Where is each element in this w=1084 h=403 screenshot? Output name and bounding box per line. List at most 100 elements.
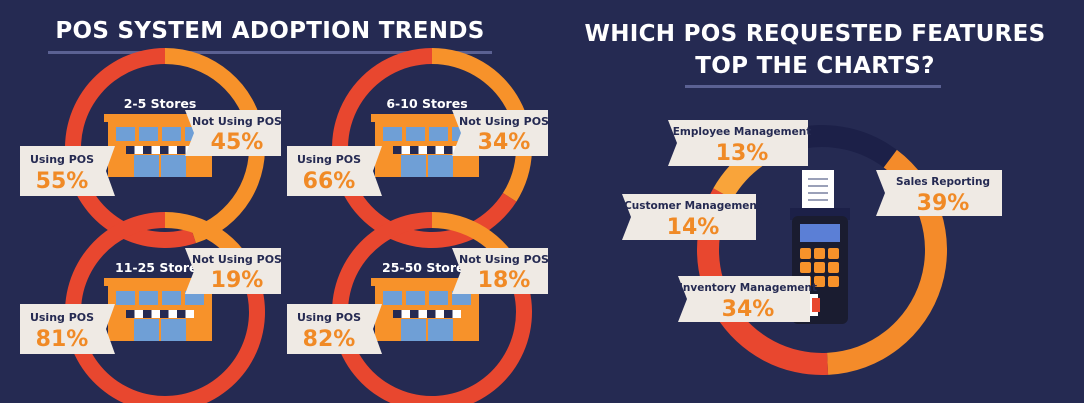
store-awning-stripe	[126, 310, 135, 318]
terminal-key	[814, 276, 825, 287]
store-size-label: 25-50 Stores	[382, 260, 472, 275]
features-chart: Employee Management 13% Sales Reporting 39%…	[622, 120, 1002, 375]
store-window	[139, 291, 158, 305]
store-awning-stripe	[177, 146, 186, 154]
not-using-pos-percent: 18%	[478, 268, 531, 293]
store-size-label: 11-25 Stores	[115, 260, 205, 275]
using-pos-label: Using POS	[30, 311, 94, 324]
left-title-underline	[48, 51, 492, 54]
receipt-line	[808, 192, 828, 194]
using-pos-tag	[20, 146, 115, 196]
not-using-pos-percent: 45%	[211, 130, 264, 155]
using-pos-tag	[287, 304, 382, 354]
not-using-pos-label: Not Using POS	[459, 253, 549, 266]
terminal-key	[800, 262, 811, 273]
not-using-pos-label: Not Using POS	[459, 115, 549, 128]
store-awning-stripe	[143, 146, 152, 154]
store-window	[406, 127, 425, 141]
store-awning-stripe	[418, 310, 427, 318]
store-awning-stripe	[401, 146, 410, 154]
store-size-label: 2-5 Stores	[124, 96, 197, 111]
store-awning-stripe	[410, 310, 419, 318]
feature-tag	[668, 120, 808, 166]
store-chart-3: 11-25 Stores Using POS 81% Not Using POS 19%	[20, 212, 282, 403]
terminal-screen	[800, 224, 840, 242]
store-awning-stripe	[168, 310, 177, 318]
store-door-divider	[159, 155, 161, 177]
feature-label: Inventory Management	[679, 282, 817, 294]
not-using-pos-percent: 34%	[478, 130, 531, 155]
not-using-pos-tag	[185, 110, 281, 156]
store-window	[429, 127, 448, 141]
store-awning-stripe	[444, 310, 453, 318]
not-using-pos-label: Not Using POS	[192, 253, 282, 266]
store-chart-1: 2-5 Stores Using POS 55% Not Using POS 45%	[20, 48, 282, 249]
right-title: WHICH POS REQUESTED FEATURES TOP THE CHA…	[570, 18, 1060, 82]
store-awning-stripe	[410, 146, 419, 154]
store-window	[383, 291, 402, 305]
store-door-divider	[426, 155, 428, 177]
using-pos-percent: 82%	[303, 327, 356, 352]
terminal-key	[828, 276, 839, 287]
receipt-line	[808, 199, 828, 201]
store-awning-stripe	[168, 146, 177, 154]
using-pos-percent: 66%	[303, 169, 356, 194]
store-awning-stripe	[393, 310, 402, 318]
store-awning-stripe	[134, 310, 143, 318]
store-awning-stripe	[435, 146, 444, 154]
terminal-card-chip	[812, 298, 820, 312]
store-awning-stripe	[143, 310, 152, 318]
feature-percent: 13%	[716, 141, 769, 166]
store-window	[139, 127, 158, 141]
using-pos-percent: 81%	[36, 327, 89, 352]
store-awning-stripe	[151, 310, 160, 318]
store-roof	[371, 278, 483, 286]
not-using-pos-slice	[432, 48, 532, 202]
store-door-divider	[159, 319, 161, 341]
receipt-paper	[802, 170, 834, 212]
feature-percent: 39%	[917, 191, 970, 216]
store-size-label: 6-10 Stores	[386, 96, 467, 111]
store-awning-stripe	[401, 310, 410, 318]
store-awning-stripe	[418, 146, 427, 154]
store-awning-stripe	[160, 146, 169, 154]
store-awning-stripe	[160, 310, 169, 318]
feature-percent: 34%	[722, 297, 775, 322]
feature-label: Sales Reporting	[896, 176, 990, 188]
store-awning-stripe	[427, 310, 436, 318]
using-pos-label: Using POS	[30, 153, 94, 166]
not-using-pos-tag	[452, 110, 548, 156]
store-chart-2: 6-10 Stores Using POS 66% Not Using POS 34%	[287, 48, 549, 249]
feature-tag	[876, 170, 1002, 216]
right-title-line-1: WHICH POS REQUESTED FEATURES	[584, 21, 1046, 47]
store-chart-4: 25-50 Stores Using POS 82% Not Using POS 18%	[287, 212, 549, 403]
feature-tag	[622, 194, 756, 240]
feature-tag	[678, 276, 810, 322]
store-awning-stripe	[134, 146, 143, 154]
store-awning-stripe	[393, 146, 402, 154]
terminal-key	[814, 262, 825, 273]
using-pos-label: Using POS	[297, 153, 361, 166]
store-awning-stripe	[452, 310, 461, 318]
not-using-pos-tag	[452, 248, 548, 294]
receipt-line	[808, 178, 828, 180]
store-window	[429, 291, 448, 305]
store-awning-stripe	[177, 310, 186, 318]
using-pos-label: Using POS	[297, 311, 361, 324]
store-window	[383, 127, 402, 141]
store-window	[452, 291, 471, 305]
not-using-pos-label: Not Using POS	[192, 115, 282, 128]
store-awning-stripe	[435, 310, 444, 318]
receipt-line	[808, 185, 828, 187]
feature-percent: 14%	[667, 215, 720, 240]
feature-slice-inventory-management	[697, 188, 829, 375]
store-awning-stripe	[444, 146, 453, 154]
store-roof	[104, 278, 216, 286]
store-window	[116, 127, 135, 141]
store-window	[406, 291, 425, 305]
left-title: POS SYSTEM ADOPTION TRENDS	[55, 18, 485, 44]
feature-slice-employee-management	[800, 125, 897, 168]
using-pos-tag	[20, 304, 115, 354]
store-window	[116, 291, 135, 305]
